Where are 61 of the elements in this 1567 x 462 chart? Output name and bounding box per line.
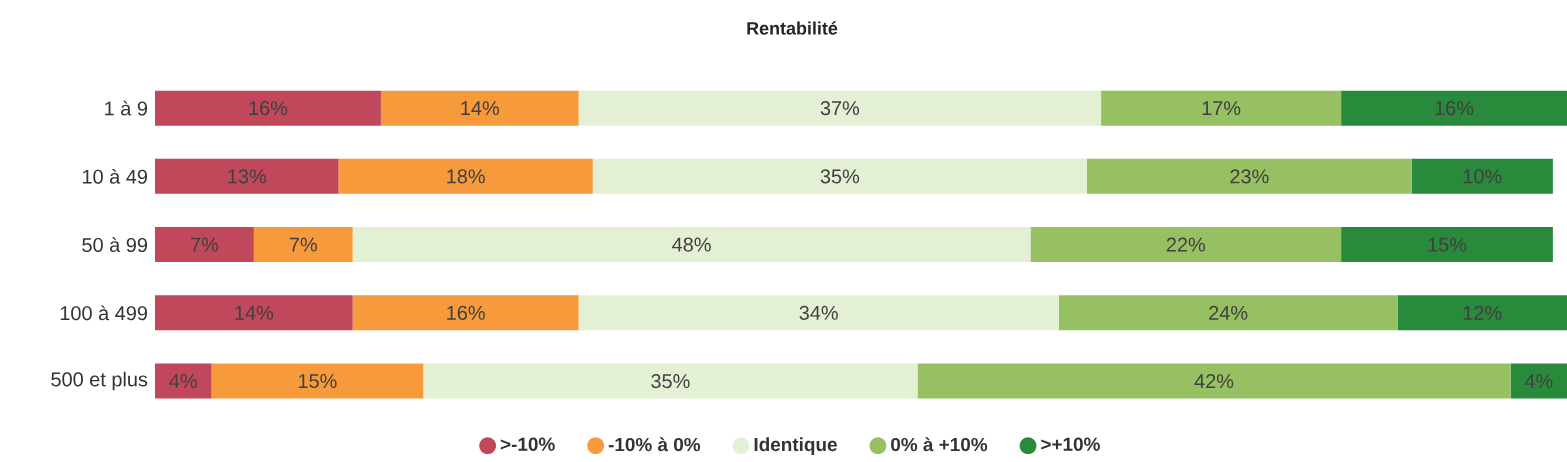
legend-label: Identique (754, 437, 837, 455)
data-label: 23% (1230, 169, 1269, 184)
data-label: 48% (672, 237, 711, 252)
bar (1058, 295, 1398, 331)
bar (1101, 90, 1342, 126)
bar (211, 363, 424, 399)
data-label: 16% (1435, 101, 1474, 116)
data-label: 24% (1209, 305, 1248, 320)
data-label: 14% (461, 101, 500, 116)
bar (155, 227, 254, 263)
data-label: 4% (1524, 374, 1553, 389)
data-label: 7% (289, 237, 317, 252)
legend-label: 0% à +10% (891, 437, 988, 452)
data-label: 12% (1463, 305, 1502, 320)
bar (578, 90, 1102, 126)
chart-title: Rentabilité (747, 21, 838, 35)
data-label: 37% (820, 101, 860, 116)
bar (1397, 295, 1567, 331)
bar (380, 90, 579, 126)
data-label: 13% (228, 169, 267, 184)
y-tick-label: 1 à 9 (105, 100, 148, 116)
legend-label: -10% à 0% (608, 437, 701, 452)
bar (1086, 158, 1412, 194)
data-label: 34% (799, 305, 838, 320)
data-label: 15% (1428, 237, 1467, 252)
y-tick-label: 500 et plus (51, 371, 148, 391)
data-label: 22% (1166, 237, 1206, 252)
y-tick-label: 100 à 499 (60, 305, 147, 321)
data-label: 16% (249, 101, 288, 116)
bar (155, 90, 381, 126)
bar (155, 158, 339, 194)
data-label: 14% (235, 305, 274, 320)
bar (338, 158, 593, 194)
bar (423, 363, 918, 399)
data-label: 15% (298, 374, 337, 389)
bar (1030, 227, 1342, 263)
data-label: 7% (191, 237, 219, 252)
data-label: 18% (447, 169, 485, 184)
bar (592, 158, 1087, 194)
data-label: 10% (1463, 169, 1502, 184)
bar (1510, 363, 1567, 399)
data-label: 16% (447, 305, 485, 320)
bar (1411, 158, 1553, 194)
y-tick-label: 10 à 49 (83, 168, 148, 184)
data-label: 42% (1194, 374, 1234, 389)
data-label: 35% (820, 169, 860, 184)
y-tick-label: 50 à 99 (82, 237, 148, 253)
bar (352, 227, 1031, 263)
legend-label: >+10% (1041, 437, 1100, 451)
legend-label: >-10% (500, 437, 555, 451)
bar (352, 295, 579, 331)
bar (917, 363, 1511, 399)
bar (155, 363, 212, 399)
bar (253, 227, 353, 263)
data-label: 4% (169, 374, 197, 389)
bar (1341, 90, 1567, 126)
data-label: 35% (651, 374, 690, 389)
bar (1341, 227, 1553, 263)
bar (578, 295, 1059, 331)
data-label: 17% (1202, 101, 1241, 116)
bar (155, 295, 353, 331)
